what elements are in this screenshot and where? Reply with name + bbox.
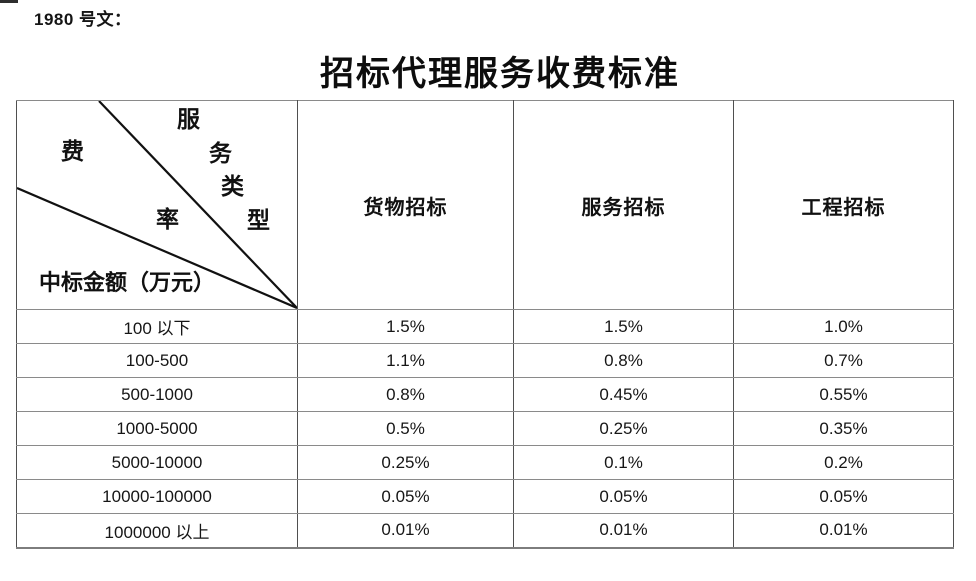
diagonal-line-lower bbox=[17, 187, 297, 309]
diagonal-label-fee-rate-char: 率 bbox=[156, 207, 179, 232]
diagonal-label-service-type-char: 务 bbox=[209, 141, 232, 166]
rate-cell: 1.1% bbox=[297, 343, 514, 378]
diagonal-lines bbox=[17, 101, 297, 309]
column-header-engineering: 工程招标 bbox=[733, 100, 954, 310]
doc-number: 1980 号文： bbox=[34, 10, 132, 29]
diagonal-label-bid-amount: 中标金额（万元） bbox=[39, 270, 216, 295]
rate-cell: 1.0% bbox=[733, 309, 954, 344]
rate-cell: 0.35% bbox=[733, 411, 954, 446]
rate-cell: 0.7% bbox=[733, 343, 954, 378]
diagonal-label-service-type-char: 类 bbox=[221, 174, 244, 199]
row-range-cell: 100-500 bbox=[16, 343, 298, 378]
rate-cell: 0.05% bbox=[733, 479, 954, 514]
row-range-cell: 1000000 以上 bbox=[16, 513, 298, 548]
column-header-goods: 货物招标 bbox=[297, 100, 514, 310]
table-row: 1000000 以上 0.01% 0.01% 0.01% bbox=[16, 513, 954, 548]
rate-cell: 0.01% bbox=[733, 513, 954, 548]
diagonal-header-cell: 服 费 务 类 率 型 中标金额（万元） bbox=[16, 100, 298, 310]
diagonal-label-service-type-char: 服 bbox=[177, 107, 200, 132]
rate-cell: 0.05% bbox=[513, 479, 734, 514]
rate-cell: 0.2% bbox=[733, 445, 954, 480]
rate-cell: 1.5% bbox=[297, 309, 514, 344]
scan-artifact bbox=[0, 0, 18, 3]
rate-cell: 0.5% bbox=[297, 411, 514, 446]
rate-cell: 1.5% bbox=[513, 309, 734, 344]
table-row: 100 以下 1.5% 1.5% 1.0% bbox=[16, 309, 954, 344]
row-range-cell: 100 以下 bbox=[16, 309, 298, 344]
rate-cell: 0.01% bbox=[297, 513, 514, 548]
rate-cell: 0.8% bbox=[297, 377, 514, 412]
table-row: 500-1000 0.8% 0.45% 0.55% bbox=[16, 377, 954, 412]
diagonal-label-service-type-char: 型 bbox=[247, 208, 270, 233]
page-title: 招标代理服务收费标准 bbox=[320, 56, 680, 93]
rate-cell: 0.45% bbox=[513, 377, 734, 412]
column-header-service: 服务招标 bbox=[513, 100, 734, 310]
row-range-cell: 10000-100000 bbox=[16, 479, 298, 514]
table-row: 5000-10000 0.25% 0.1% 0.2% bbox=[16, 445, 954, 480]
diagonal-line-upper bbox=[98, 101, 297, 309]
row-range-cell: 5000-10000 bbox=[16, 445, 298, 480]
rate-cell: 0.8% bbox=[513, 343, 734, 378]
table-row: 100-500 1.1% 0.8% 0.7% bbox=[16, 343, 954, 378]
row-range-cell: 1000-5000 bbox=[16, 411, 298, 446]
rate-cell: 0.01% bbox=[513, 513, 734, 548]
header-row: 服 费 务 类 率 型 中标金额（万元） 货物招标 服务招标 工程招标 bbox=[16, 100, 954, 310]
rate-cell: 0.05% bbox=[297, 479, 514, 514]
fee-table: 服 费 务 类 率 型 中标金额（万元） 货物招标 服务招标 工程招标 100 … bbox=[16, 100, 954, 549]
rate-cell: 0.25% bbox=[513, 411, 734, 446]
diagonal-label-fee-rate-char: 费 bbox=[61, 139, 84, 164]
rate-cell: 0.1% bbox=[513, 445, 734, 480]
rate-cell: 0.55% bbox=[733, 377, 954, 412]
table-row: 1000-5000 0.5% 0.25% 0.35% bbox=[16, 411, 954, 446]
table-row: 10000-100000 0.05% 0.05% 0.05% bbox=[16, 479, 954, 514]
rate-cell: 0.25% bbox=[297, 445, 514, 480]
row-range-cell: 500-1000 bbox=[16, 377, 298, 412]
